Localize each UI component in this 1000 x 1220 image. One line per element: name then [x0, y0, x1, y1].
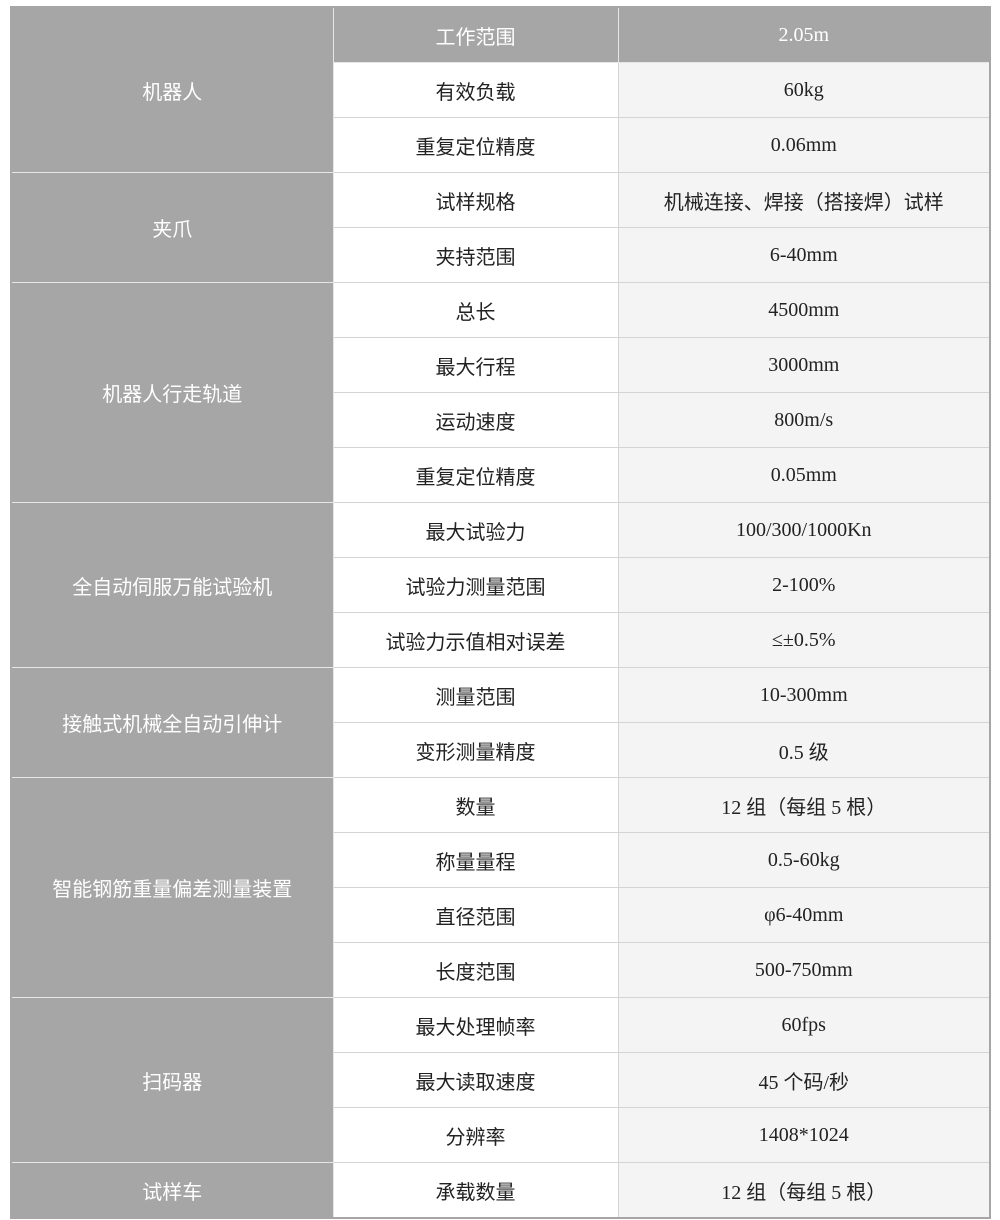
param-name: 有效负载	[332, 62, 619, 118]
table-row: 长度范围 500-750mm	[11, 942, 991, 998]
table-row: 夹持范围 6-40mm	[11, 227, 991, 283]
table-row: 全自动伺服万能试验机 最大试验力 100/300/1000Kn	[10, 502, 991, 668]
table-row: 智能钢筋重量偏差测量装置 数量 12 组（每组 5 根）	[10, 777, 991, 998]
param-value: φ6-40mm	[617, 887, 991, 943]
param-value: 60kg	[617, 62, 991, 118]
table-row: 夹爪 试样规格 机械连接、焊接（搭接焊）试样	[10, 172, 991, 283]
param-name: 运动速度	[332, 392, 619, 448]
table-row: 试验力测量范围 2-100%	[11, 557, 991, 613]
param-value: 0.06mm	[617, 117, 991, 173]
param-value: 2-100%	[617, 557, 991, 613]
param-name: 分辨率	[332, 1107, 619, 1163]
param-value: 0.5-60kg	[617, 832, 991, 888]
param-name: 夹持范围	[332, 227, 619, 283]
param-name: 长度范围	[332, 942, 619, 998]
param-name: 测量范围	[332, 667, 619, 723]
table-row: 试验力示值相对误差 ≤±0.5%	[11, 612, 991, 668]
table-row: 最大读取速度 45 个码/秒	[11, 1052, 991, 1108]
group-name: 夹爪	[10, 172, 334, 283]
table-row: 运动速度 800m/s	[11, 392, 991, 448]
param-name: 重复定位精度	[332, 447, 619, 503]
group-name: 扫码器	[10, 997, 334, 1163]
group-name: 智能钢筋重量偏差测量装置	[10, 777, 334, 998]
table-row: 扫码器 最大处理帧率 60fps	[10, 997, 991, 1163]
param-value: 800m/s	[617, 392, 991, 448]
table-row: 重复定位精度 0.05mm	[11, 447, 991, 503]
table-row: 有效负载 60kg	[11, 62, 991, 118]
param-name: 直径范围	[332, 887, 619, 943]
table-row: 最大行程 3000mm	[11, 337, 991, 393]
table-row: 试样车 承载数量 12 组（每组 5 根）	[10, 1162, 991, 1219]
param-value: 2.05m	[617, 6, 991, 63]
spec-table: 机器人 工作范围 2.05m 有效负载 60kg 重复定位精度 0.06mm 夹爪 试样规格 机械…	[10, 6, 991, 1219]
param-name: 数量	[332, 777, 619, 833]
param-name: 总长	[332, 282, 619, 338]
group-name: 全自动伺服万能试验机	[10, 502, 334, 668]
param-value: 机械连接、焊接（搭接焊）试样	[617, 172, 991, 228]
table-row: 重复定位精度 0.06mm	[11, 117, 991, 173]
param-value: 12 组（每组 5 根）	[617, 777, 991, 833]
param-value: ≤±0.5%	[617, 612, 991, 668]
param-name: 试验力测量范围	[332, 557, 619, 613]
param-name: 最大读取速度	[332, 1052, 619, 1108]
param-name: 最大试验力	[332, 502, 619, 558]
param-value: 6-40mm	[617, 227, 991, 283]
group-name: 试样车	[10, 1162, 334, 1219]
param-name: 称量量程	[332, 832, 619, 888]
param-name: 承载数量	[332, 1162, 619, 1219]
table-row: 称量量程 0.5-60kg	[11, 832, 991, 888]
param-value: 45 个码/秒	[617, 1052, 991, 1108]
table-row: 机器人行走轨道 总长 4500mm	[10, 282, 991, 503]
param-value: 3000mm	[617, 337, 991, 393]
table-row: 接触式机械全自动引伸计 测量范围 10-300mm	[10, 667, 991, 778]
param-name: 工作范围	[332, 6, 619, 63]
param-value: 500-750mm	[617, 942, 991, 998]
group-name: 机器人	[10, 6, 334, 173]
param-name: 最大行程	[332, 337, 619, 393]
param-name: 试验力示值相对误差	[332, 612, 619, 668]
param-value: 4500mm	[617, 282, 991, 338]
table-row: 分辨率 1408*1024	[11, 1107, 991, 1163]
group-name: 接触式机械全自动引伸计	[10, 667, 334, 778]
param-value: 1408*1024	[617, 1107, 991, 1163]
param-name: 重复定位精度	[332, 117, 619, 173]
table-row: 机器人 工作范围 2.05m	[10, 6, 991, 173]
param-name: 最大处理帧率	[332, 997, 619, 1053]
param-value: 0.5 级	[617, 722, 991, 778]
param-name: 试样规格	[332, 172, 619, 228]
param-value: 12 组（每组 5 根）	[617, 1162, 991, 1219]
param-value: 60fps	[617, 997, 991, 1053]
param-name: 变形测量精度	[332, 722, 619, 778]
group-name: 机器人行走轨道	[10, 282, 334, 503]
param-value: 0.05mm	[617, 447, 991, 503]
param-value: 10-300mm	[617, 667, 991, 723]
table-row: 直径范围 φ6-40mm	[11, 887, 991, 943]
param-value: 100/300/1000Kn	[617, 502, 991, 558]
